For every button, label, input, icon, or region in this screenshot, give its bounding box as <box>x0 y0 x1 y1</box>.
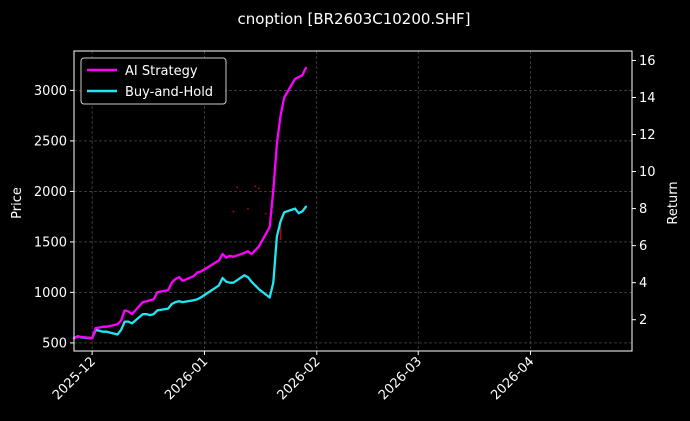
price-mark <box>254 185 256 188</box>
y-left-tick-label: 1000 <box>34 286 67 301</box>
price-mark <box>232 210 235 213</box>
y-left-tick-label: 2500 <box>34 134 67 149</box>
y-left-tick-label: 2000 <box>34 185 67 200</box>
y-right-tick-label: 6 <box>639 239 647 254</box>
price-mark <box>247 207 249 210</box>
legend-frame <box>80 57 227 105</box>
y-right-tick-label: 8 <box>639 202 647 217</box>
y-axis-right: 2 4 6 8 10 12 14 16 <box>632 54 656 328</box>
y-right-tick-label: 4 <box>639 276 647 291</box>
y-right-tick-label: 16 <box>639 54 656 69</box>
y-left-tick-label: 1500 <box>34 235 67 250</box>
y-right-tick-label: 14 <box>639 91 656 106</box>
legend-label-ai-strategy: AI Strategy <box>125 64 198 79</box>
x-tick-label: 2026-01 <box>162 354 211 403</box>
x-tick-label: 2026-02 <box>275 354 324 403</box>
y-left-tick-label: 3000 <box>34 84 67 99</box>
y-right-tick-label: 12 <box>639 128 656 143</box>
buy-and-hold-line <box>72 205 308 340</box>
y-left-tick-label: 500 <box>42 336 67 351</box>
price-mark <box>265 212 267 215</box>
chart-title: cnoption [BR2603C10200.SHF] <box>238 10 471 28</box>
x-tick-label: 2026-03 <box>376 354 425 403</box>
legend: AI Strategy Buy-and-Hold <box>80 57 227 105</box>
ai-strategy-line <box>72 66 308 340</box>
plot-frame <box>73 50 633 352</box>
x-tick-label: 2025-12 <box>50 354 99 403</box>
y-axis-left: 500 1000 1500 2000 2500 3000 <box>34 84 74 351</box>
series-lines <box>72 66 308 340</box>
price-mark <box>257 187 260 190</box>
x-tick-label: 2026-04 <box>488 354 537 403</box>
y-right-tick-label: 10 <box>639 165 656 180</box>
y-axis-left-label: Price <box>10 187 25 219</box>
y-right-tick-label: 2 <box>639 313 647 328</box>
legend-label-buy-and-hold: Buy-and-Hold <box>125 85 213 100</box>
y-axis-right-label: Return <box>666 181 681 224</box>
price-mark <box>236 186 238 189</box>
grid <box>74 51 632 351</box>
x-axis: 2025-12 2026-01 2026-02 2026-03 2026-04 <box>50 351 537 403</box>
